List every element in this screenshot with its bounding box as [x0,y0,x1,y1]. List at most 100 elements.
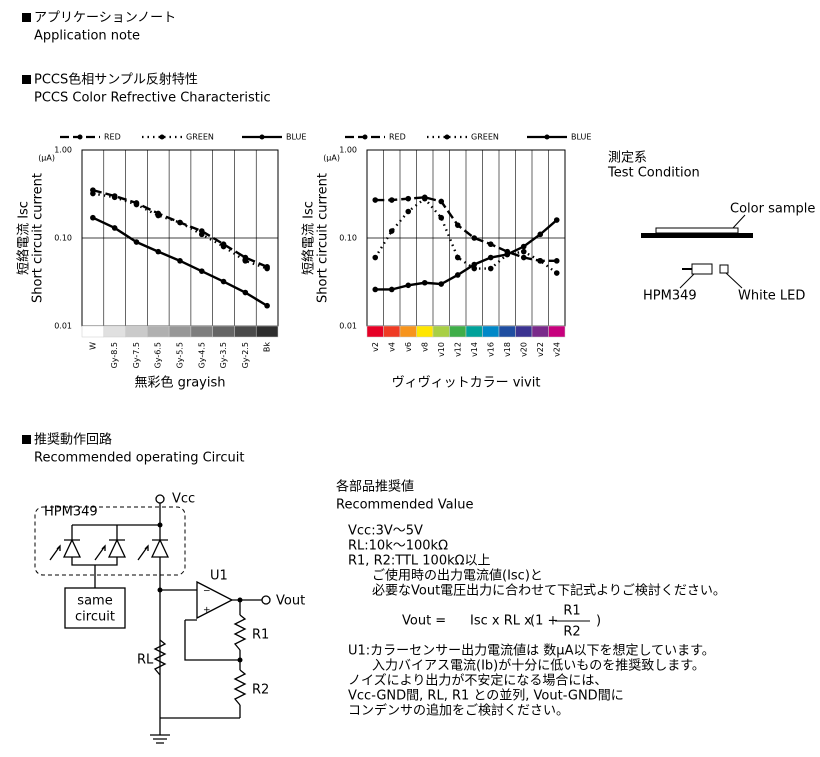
data-point [520,254,527,261]
sensor [691,263,713,275]
data-point [264,302,270,309]
x-tick-label: v4 [387,342,396,352]
test-condition: 測定系 Test Condition Color sample HPM349 W… [607,151,815,304]
x-axis-label: ヴィヴィットカラー vivit [392,375,541,391]
data-point [242,289,249,296]
x-tick-label: v24 [552,342,561,357]
data-point [133,239,140,245]
light-arrow [49,544,149,561]
data-point [155,248,162,255]
section-title: PCCS色相サンプル反射特性 [34,72,198,88]
swatch [548,325,566,338]
diode [62,538,170,558]
data-point [487,265,494,272]
x-tick-label: v14 [470,342,479,357]
note: Vcc-GND間, RL, R1 との並列, Vout-GND間に [348,689,624,704]
x-tick-label: Gy-8.5 [110,342,119,368]
data-point [438,198,445,205]
swatch [234,325,257,338]
title-ja: アプリケーションノート [34,11,176,26]
x-tick-label: Bk [263,342,272,352]
line: R1, R2:TTL 100kΩ以上 [348,554,491,569]
data-point [438,281,445,287]
x-tick-label: v20 [519,342,528,357]
label: Vout [276,594,305,609]
swatch [449,325,467,338]
series-line [92,188,268,268]
leader [732,214,746,229]
legend-marker [362,134,368,140]
swatch [147,325,170,338]
legend-label: RED [104,133,121,142]
swatch [255,325,279,338]
label: Color sample [730,202,815,217]
swatch [498,325,516,338]
opamp [196,580,234,620]
data-point [487,241,494,248]
note: ノイズにより出力が不安定になる場合には、 [348,673,607,689]
node [157,587,163,593]
section-title: 推奨動作回路 [34,432,112,448]
module-box [34,506,186,576]
line: RL:10k～100kΩ [348,539,448,554]
data-point [471,235,478,241]
label: + [203,606,211,616]
data-point [405,195,412,202]
swatch [531,325,549,338]
data-point [242,258,249,264]
node [237,657,243,663]
stage [641,233,753,238]
data-point [421,195,428,202]
data-point [198,231,205,238]
y-tick-label: 0.01 [54,322,72,331]
y-tick-label: 0.10 [54,234,72,243]
label: White LED [738,289,805,304]
formula: Vout = [402,614,446,629]
data-point [372,254,379,261]
swatch [168,325,192,338]
data-point [553,217,560,223]
label: 測定系 [608,151,647,166]
data-point [111,225,118,231]
data-point [133,201,140,208]
swatch [465,325,483,338]
swatch [482,325,500,338]
legend-marker [259,134,265,140]
series-line [375,219,558,291]
formula: R2 [563,625,580,640]
led [719,264,729,274]
data-point [471,261,478,268]
data-point [198,268,205,274]
data-point [537,231,544,238]
legend-label: RED [389,133,406,142]
leader [679,273,695,289]
x-tick-label: v12 [453,342,462,357]
note: 入力バイアス電流(Ib)が十分に低いものを推奨致します。 [372,659,705,674]
terminal [261,595,271,605]
x-tick-label: v2 [371,342,380,352]
swatch [366,325,384,338]
label: HPM349 [643,289,697,304]
bullet [22,13,31,22]
legend-marker [77,134,83,140]
swatch [125,325,148,338]
circuit: Vcc HPM349 same circuit − + U1 Vout R1 R… [34,492,305,744]
x-tick-label: Gy-5.5 [176,342,185,368]
x-tick-label: v18 [503,342,512,357]
data-point [372,197,379,203]
legend-marker [159,134,165,140]
y-tick-label: 0.10 [339,234,357,243]
note: U1:カラーセンサー出力電流値は 数μA以下を想定しています。 [348,643,715,659]
data-point [177,258,183,264]
x-axis-label: 無彩色 grayish [134,375,225,391]
unit: (μA) [38,154,55,163]
title-en: Application note [34,29,140,44]
bullet [22,75,31,84]
data-point [553,258,560,264]
photodiodes [49,538,170,561]
legend-label: GREEN [471,133,499,142]
swatch [190,325,213,338]
label: R1 [252,628,269,643]
data-point [520,248,527,255]
